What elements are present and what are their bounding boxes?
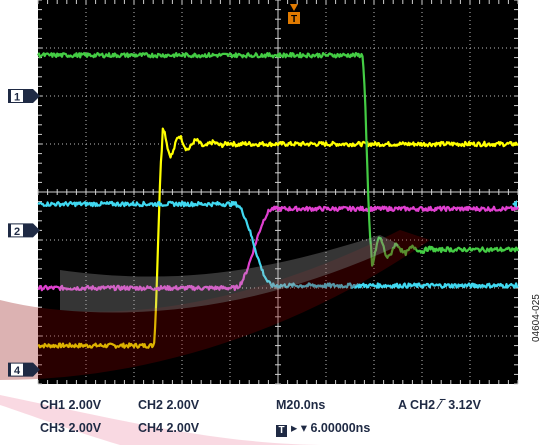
channel-marker-label: 1 [14,92,20,104]
channel-marker-box [11,224,23,237]
channel-4-marker: 4 [8,362,40,377]
trace-series-2 [37,205,520,292]
figure-code: 04604-025 [531,294,542,342]
trace-series-4 [37,52,520,267]
trigger-marker: T [288,4,300,25]
ch3-scale-readout: CH3 2.00V [40,421,102,435]
channel-marker-label: 4 [14,365,21,377]
channel-markers: 1 2 4 T [8,4,517,377]
ch1-scale-readout: CH1 2.00V [40,398,102,412]
trigger-marker-label: T [291,14,297,25]
trigger-position-t-icon: T [276,425,287,437]
trace-series-3 [37,200,519,289]
trigger-readout: A CH2 ∕‾ 3.12V [398,398,481,412]
trigger-marker-box [288,12,300,24]
trigger-position-value: ▸ ▾ 6.00000ns [291,421,371,435]
channel-1-marker: 1 [8,89,40,104]
trigger-position-readout: T ▸ ▾ 6.00000ns [276,421,370,437]
ch4-scale-readout: CH4 2.00V [138,421,200,435]
watermark-swoosh [0,230,430,445]
channel-marker-box [11,90,23,102]
trace-series-1 [37,127,519,349]
channel-marker-label: 2 [14,226,20,238]
channel-2-marker: 2 [8,223,40,238]
traces [37,52,520,349]
timebase-readout: M20.0ns [276,398,326,412]
trigger-marker-arrow [290,4,298,11]
ch2-scale-readout: CH2 2.00V [138,398,200,412]
channel-3-right-marker [512,200,517,208]
channel-marker-box [11,363,23,376]
